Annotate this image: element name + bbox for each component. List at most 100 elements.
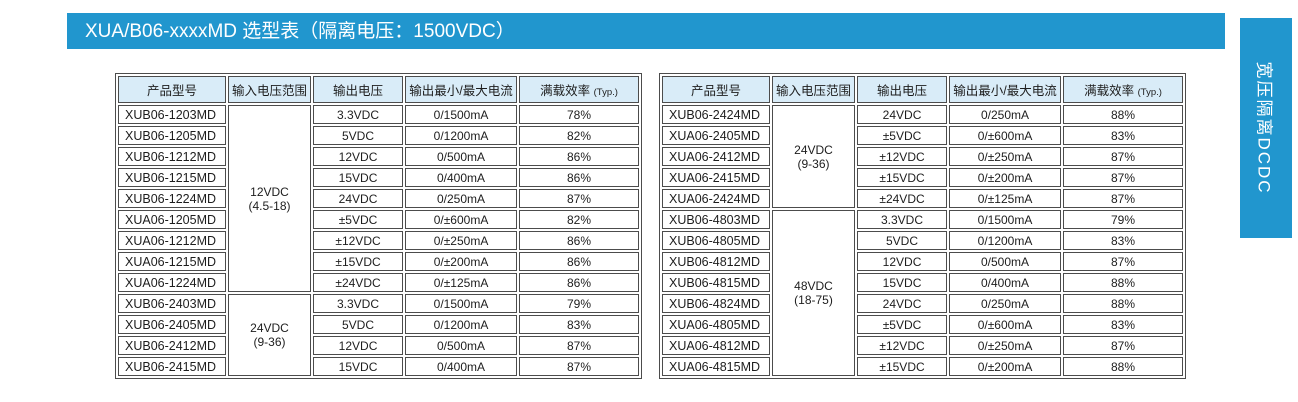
input-voltage: 24VDC [794,142,833,157]
input-voltage: 48VDC [794,279,833,293]
side-tab-wide-input-isolated-dcdc: 宽压隔离DCDC [1240,18,1292,238]
model-cell: XUA06-4805MD [662,315,770,334]
table-row: XUB06-4815MD 15VDC 0/400mA 88% [662,273,1184,292]
input-voltage-range: (9-36) [253,335,286,349]
model-cell: XUB06-2403MD [118,294,226,313]
output-voltage-cell: ±5VDC [313,210,404,229]
selection-table-left: 产品型号 输入电压范围 输出电压 输出最小/最大电流 满载效率 (Typ.) XUB06-… [115,73,643,379]
model-cell: XUB06-1203MD [118,105,226,124]
output-voltage-cell: 5VDC [313,315,404,334]
current-cell: 0/1200mA [949,231,1062,250]
current-cell: 0/400mA [405,357,518,376]
column-header: 产品型号 [662,76,770,103]
model-cell: XUA06-1215MD [118,252,226,271]
output-voltage-cell: 12VDC [857,252,948,271]
column-header: 输出最小/最大电流 [949,76,1062,103]
efficiency-cell: 83% [1063,231,1184,250]
table-row: XUB06-1224MD 24VDC 0/250mA 87% [118,189,640,208]
current-cell: 0/250mA [949,294,1062,313]
model-cell: XUA06-4815MD [662,357,770,376]
output-voltage-cell: ±5VDC [857,315,948,334]
model-cell: XUB06-4812MD [662,252,770,271]
table-row: XUB06-4812MD 12VDC 0/500mA 87% [662,252,1184,271]
current-cell: 0/±200mA [949,168,1062,187]
efficiency-cell: 87% [519,357,640,376]
efficiency-cell: 79% [519,294,640,313]
efficiency-cell: 87% [519,336,640,355]
output-voltage-cell: 15VDC [313,357,404,376]
model-cell: XUA06-1224MD [118,273,226,292]
current-cell: 0/±125mA [949,189,1062,208]
output-voltage-cell: 3.3VDC [313,294,404,313]
column-header: 满载效率 (Typ.) [1063,76,1184,103]
table-row: XUA06-4812MD ±12VDC 0/±250mA 87% [662,336,1184,355]
output-voltage-cell: ±12VDC [857,147,948,166]
input-voltage-range-cell: 12VDC (4.5-18) [228,105,312,292]
table-row: XUA06-2424MD ±24VDC 0/±125mA 87% [662,189,1184,208]
table-row: XUA06-1215MD ±15VDC 0/±200mA 86% [118,252,640,271]
efficiency-typ-suffix: (Typ.) [1137,87,1162,98]
output-voltage-cell: ±24VDC [313,273,404,292]
current-cell: 0/±250mA [949,147,1062,166]
table-row: XUA06-4805MD ±5VDC 0/±600mA 83% [662,315,1184,334]
efficiency-cell: 87% [1063,252,1184,271]
model-cell: XUB06-4815MD [662,273,770,292]
current-cell: 0/±600mA [949,126,1062,145]
column-header: 输出最小/最大电流 [405,76,518,103]
model-cell: XUA06-2424MD [662,189,770,208]
output-voltage-cell: ±15VDC [857,168,948,187]
current-cell: 0/500mA [949,252,1062,271]
efficiency-cell: 87% [1063,168,1184,187]
efficiency-cell: 83% [1063,126,1184,145]
table-row: XUB06-2415MD 15VDC 0/400mA 87% [118,357,640,376]
header-row: 产品型号 输入电压范围 输出电压 输出最小/最大电流 满载效率 (Typ.) [118,76,640,103]
model-cell: XUB06-1215MD [118,168,226,187]
model-cell: XUB06-2415MD [118,357,226,376]
current-cell: 0/±600mA [405,210,518,229]
table-row: XUA06-2405MD ±5VDC 0/±600mA 83% [662,126,1184,145]
current-cell: 0/±200mA [405,252,518,271]
model-cell: XUB06-2412MD [118,336,226,355]
input-voltage-range-cell: 24VDC (9-36) [228,294,312,376]
input-voltage-range-cell: 48VDC (18-75) [772,210,856,376]
table-row: XUA06-1224MD ±24VDC 0/±125mA 86% [118,273,640,292]
output-voltage-cell: 12VDC [313,147,404,166]
table-row: XUB06-1212MD 12VDC 0/500mA 86% [118,147,640,166]
efficiency-cell: 82% [519,210,640,229]
table-row: XUB06-1215MD 15VDC 0/400mA 86% [118,168,640,187]
efficiency-cell: 88% [1063,105,1184,124]
selection-table-right: 产品型号 输入电压范围 输出电压 输出最小/最大电流 满载效率 (Typ.) XUB06-… [659,73,1187,379]
efficiency-cell: 87% [1063,336,1184,355]
current-cell: 0/250mA [405,189,518,208]
side-tab-label: 宽压隔离DCDC [1254,61,1274,195]
output-voltage-cell: 5VDC [857,231,948,250]
efficiency-header-label: 满载效率 [1084,84,1135,98]
output-voltage-cell: ±12VDC [313,231,404,250]
output-voltage-cell: 3.3VDC [313,105,404,124]
model-cell: XUB06-4805MD [662,231,770,250]
table-row: XUB06-4805MD 5VDC 0/1200mA 83% [662,231,1184,250]
table-row: XUA06-1205MD ±5VDC 0/±600mA 82% [118,210,640,229]
table-row: XUB06-1203MD 12VDC (4.5-18) 3.3VDC 0/1500mA 7… [118,105,640,292]
current-cell: 0/500mA [405,147,518,166]
efficiency-typ-suffix: (Typ.) [593,87,618,98]
efficiency-cell: 88% [1063,357,1184,376]
output-voltage-cell: ±15VDC [313,252,404,271]
efficiency-cell: 87% [1063,189,1184,208]
efficiency-cell: 87% [519,189,640,208]
table-row: XUA06-4815MD ±15VDC 0/±200mA 88% [662,357,1184,376]
model-cell: XUB06-1212MD [118,147,226,166]
header-row: 产品型号 输入电压范围 输出电压 输出最小/最大电流 满载效率 (Typ.) [662,76,1184,103]
output-voltage-cell: ±15VDC [857,357,948,376]
column-header: 产品型号 [118,76,226,103]
table-row: XUB06-4803MD 48VDC (18-75) 3.3VDC 0/1500mA 79… [662,210,1184,376]
current-cell: 0/1200mA [405,126,518,145]
output-voltage-cell: 24VDC [857,294,948,313]
output-voltage-cell: 24VDC [857,105,948,124]
output-voltage-cell: ±12VDC [857,336,948,355]
output-voltage-cell: ±24VDC [857,189,948,208]
table-row: XUA06-1212MD ±12VDC 0/±250mA 86% [118,231,640,250]
output-voltage-cell: 15VDC [313,168,404,187]
efficiency-cell: 79% [1063,210,1184,229]
efficiency-cell: 88% [1063,273,1184,292]
